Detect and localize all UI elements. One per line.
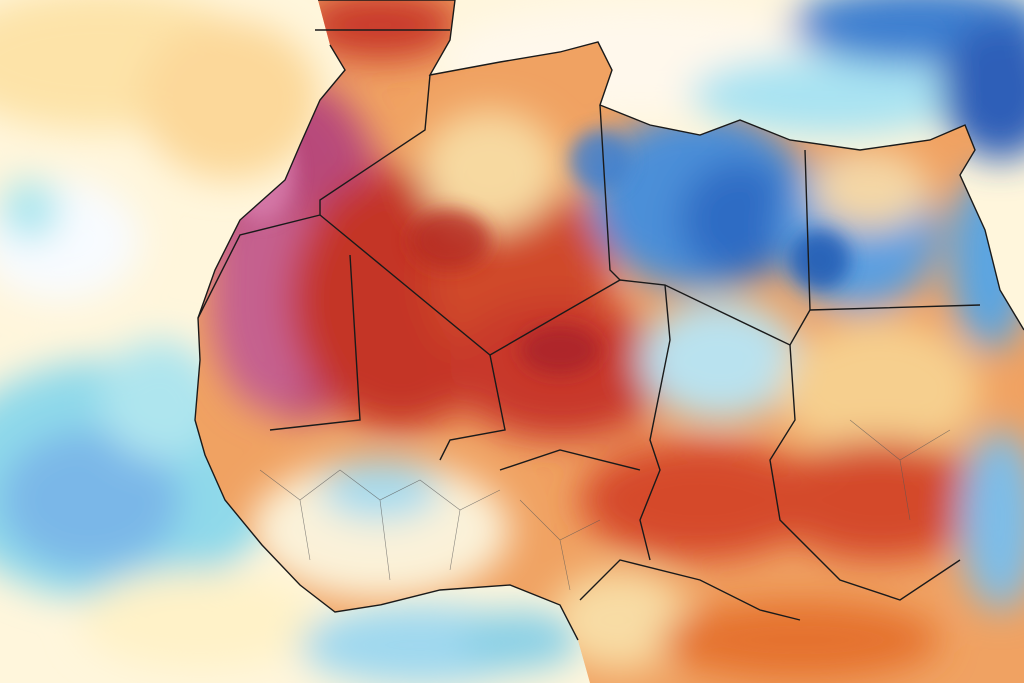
admin-borders [259, 419, 951, 591]
borders [194, 0, 1024, 641]
